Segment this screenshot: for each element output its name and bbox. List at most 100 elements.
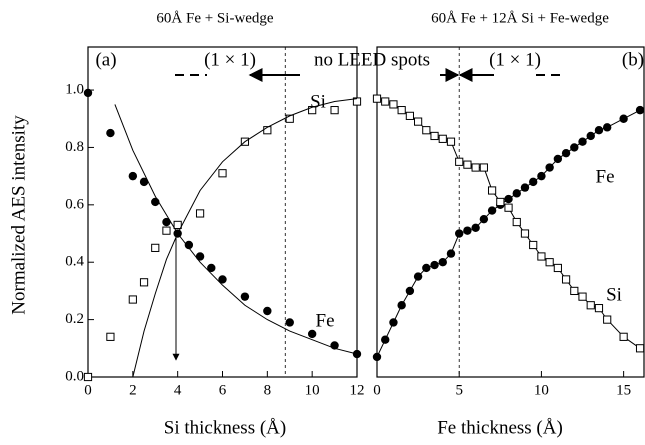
x-tick-label: 8 <box>264 382 272 398</box>
point <box>520 183 530 192</box>
point <box>430 131 439 141</box>
point <box>397 106 406 115</box>
annotation: (a) <box>95 49 116 70</box>
point <box>561 148 571 158</box>
point <box>414 117 423 126</box>
y-tick-label: 0.4 <box>65 254 84 270</box>
x-tick-label: 0 <box>84 382 92 398</box>
point <box>455 229 464 238</box>
point <box>537 171 546 181</box>
point <box>139 278 149 287</box>
point <box>422 126 431 135</box>
x-tick-label: 6 <box>219 382 227 398</box>
point <box>389 100 398 109</box>
point <box>578 292 587 301</box>
series-label: Fe <box>316 310 335 331</box>
point <box>128 171 138 181</box>
annotation: no LEED spots <box>314 49 430 70</box>
point <box>381 335 390 344</box>
point <box>635 105 645 115</box>
point <box>529 240 538 250</box>
point <box>578 137 587 146</box>
fit-curve <box>114 104 358 355</box>
x-axis-label: Si thickness (Å) <box>164 417 286 438</box>
y-tick-label: 0.6 <box>65 196 84 212</box>
point <box>173 220 182 230</box>
point <box>83 372 93 382</box>
y-tick-label: 1.0 <box>65 81 84 97</box>
point <box>537 252 546 261</box>
annotation: (1 × 1) <box>204 49 256 70</box>
point <box>512 189 521 198</box>
panel-title: 60Å Fe + 12Å Si + Fe-wedge <box>431 10 609 26</box>
point <box>389 318 398 327</box>
point <box>528 177 538 187</box>
point <box>504 194 513 204</box>
point <box>479 214 489 224</box>
plot-frame <box>376 46 645 378</box>
x-tick-label: 10 <box>534 382 549 398</box>
point <box>128 295 137 304</box>
point <box>594 304 604 313</box>
point <box>330 106 339 115</box>
point <box>195 252 205 261</box>
point <box>594 126 604 135</box>
point <box>207 263 216 273</box>
point <box>570 143 579 152</box>
point <box>397 301 406 310</box>
x-axis-label: Fe thickness (Å) <box>437 417 563 438</box>
point <box>603 315 612 324</box>
point <box>496 197 505 207</box>
annotation: (b) <box>622 49 644 70</box>
series-label: Fe <box>596 166 615 187</box>
point <box>619 114 628 123</box>
series-line <box>376 109 641 358</box>
fit-curve <box>132 98 358 378</box>
point <box>520 229 530 238</box>
x-tick-label: 5 <box>455 382 463 398</box>
point <box>422 263 431 273</box>
y-tick-label: 0.2 <box>65 311 84 327</box>
point <box>545 258 554 267</box>
point <box>438 134 447 143</box>
point <box>586 131 595 141</box>
point <box>307 329 317 339</box>
point <box>381 97 390 106</box>
x-tick-label: 4 <box>174 382 182 398</box>
series-label: Si <box>310 91 326 112</box>
point <box>218 169 227 178</box>
point <box>405 111 414 120</box>
point <box>240 292 250 301</box>
point <box>139 177 149 187</box>
point <box>263 306 272 316</box>
point <box>162 217 171 227</box>
y-tick-label: 0.8 <box>65 139 84 155</box>
point <box>602 123 612 132</box>
point <box>446 137 456 146</box>
point <box>413 272 423 281</box>
point <box>487 186 497 195</box>
point <box>438 258 447 267</box>
point <box>561 275 571 284</box>
point <box>471 223 480 232</box>
point <box>285 114 294 123</box>
annotation: (1 × 1) <box>489 49 541 70</box>
point <box>570 286 579 296</box>
y-axis-label: Normalized AES intensity <box>8 115 29 315</box>
y-tick-label: 0.0 <box>65 368 84 384</box>
point <box>285 318 294 327</box>
point <box>106 332 115 341</box>
point <box>455 157 464 166</box>
point <box>83 88 93 98</box>
point <box>479 163 488 172</box>
point <box>512 217 521 227</box>
point <box>504 203 513 212</box>
point <box>553 154 563 164</box>
series-label: Si <box>606 284 622 305</box>
x-tick-label: 0 <box>373 382 381 398</box>
point <box>372 352 382 362</box>
point <box>635 344 645 353</box>
point <box>151 243 160 252</box>
panel-title: 60Å Fe + Si-wedge <box>156 10 274 26</box>
